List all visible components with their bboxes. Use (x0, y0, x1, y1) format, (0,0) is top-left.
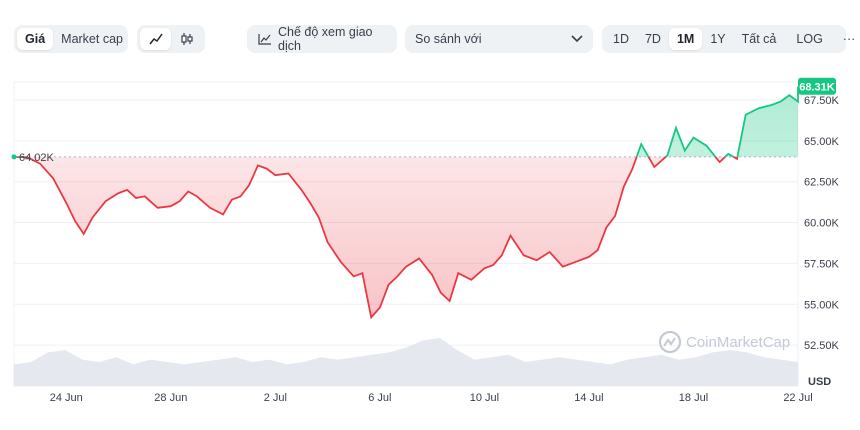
x-tick-label: 22 Jul (783, 392, 812, 404)
current-price-badge-bg (798, 77, 836, 95)
chart-toolbar: Giá Market cap Chế độ xem giao dịch So s… (0, 0, 860, 60)
chart-type-toggle (137, 25, 205, 53)
y-tick-label: 60.00K (804, 218, 840, 230)
x-tick-label: 14 Jul (574, 392, 603, 404)
current-price-badge: 68.31K (798, 77, 836, 95)
tab-price[interactable]: Giá (17, 28, 54, 50)
price-line-up (14, 86, 799, 157)
trading-view-icon (258, 33, 272, 45)
y-tick-label: 55.00K (804, 299, 840, 311)
trading-view-button[interactable]: Chế độ xem giao dịch (247, 25, 397, 53)
x-tick-label: 24 Jun (50, 392, 83, 404)
compare-placeholder: So sánh với (415, 32, 482, 46)
x-tick-label: 10 Jul (470, 392, 499, 404)
chevron-down-icon (571, 35, 583, 43)
range-1m[interactable]: 1M (668, 28, 703, 50)
compare-select[interactable]: So sánh với (405, 25, 593, 53)
y-tick-label: 67.50K (804, 95, 840, 107)
y-axis: 52.50K 55.00K 57.50K 60.00K 62.50K 65.00K 67.5… (804, 95, 840, 352)
grid-lines (14, 99, 798, 346)
range-all[interactable]: Tất cả (741, 32, 777, 46)
volume-shape (14, 338, 798, 386)
y-tick-label: 57.50K (804, 258, 840, 270)
price-line-down (13, 156, 739, 320)
area-above-baseline (636, 86, 798, 157)
watermark: CoinMarketCap (658, 330, 790, 354)
candlestick-icon[interactable] (171, 28, 202, 50)
trading-view-label: Chế độ xem giao dịch (278, 25, 373, 53)
x-axis: 24 Jun 28 Jun 2 Jul 6 Jul 10 Jul 14 Jul 18 Jul… (50, 392, 813, 404)
x-tick-label: 18 Jul (679, 392, 708, 404)
range-7d[interactable]: 7D (644, 32, 661, 46)
current-price-value: 68.31K (799, 82, 835, 94)
coinmarketcap-logo-icon (658, 330, 682, 354)
start-point-marker (11, 154, 17, 160)
range-log[interactable]: LOG (796, 32, 823, 46)
y-tick-label: 62.50K (804, 177, 840, 189)
watermark-text: CoinMarketCap (686, 334, 790, 351)
volume-area (14, 338, 798, 386)
x-tick-label: 6 Jul (368, 392, 391, 404)
y-tick-label: 65.00K (804, 136, 840, 148)
x-tick-label: 2 Jul (264, 392, 287, 404)
line-chart-icon[interactable] (140, 28, 171, 50)
baseline-label: 64.02K (19, 152, 55, 164)
range-1d[interactable]: 1D (613, 32, 629, 46)
tab-market-cap[interactable]: Market cap (61, 32, 123, 46)
more-options-button[interactable]: ··· (842, 32, 856, 46)
area-below-baseline (14, 156, 798, 318)
range-1y[interactable]: 1Y (710, 32, 726, 46)
time-range-toggle: 1D 7D 1M 1Y Tất cả LOG ··· (602, 25, 855, 53)
currency-label: USD (808, 376, 831, 388)
x-tick-label: 28 Jun (154, 392, 187, 404)
price-chart: CoinMarketCap 64.02K 52.50K 55.00K 57.50K 6… (11, 77, 840, 404)
metric-toggle: Giá Market cap (14, 25, 128, 53)
y-tick-label: 52.50K (804, 340, 840, 352)
